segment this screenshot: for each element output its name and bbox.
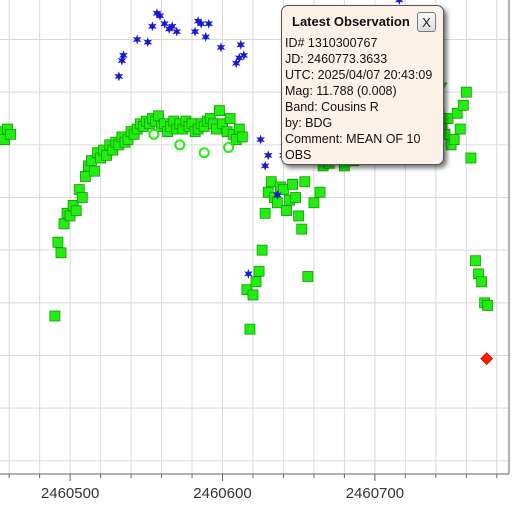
x-tick-label: 2460600: [193, 485, 251, 502]
data-point-star[interactable]: [234, 52, 244, 63]
data-point-square[interactable]: [448, 134, 460, 145]
data-point-square[interactable]: [314, 186, 326, 198]
data-point-star[interactable]: [160, 18, 169, 29]
popup-close-button[interactable]: X: [417, 12, 436, 32]
data-point-square[interactable]: [79, 171, 91, 182]
data-point-square[interactable]: [465, 152, 477, 164]
latest-observation-popup: Latest Observation X ID# 1310300767 JD: …: [281, 5, 444, 165]
data-point-open-circle[interactable]: [174, 139, 186, 151]
data-point-square[interactable]: [58, 218, 70, 230]
data-point-star[interactable]: [236, 39, 246, 50]
data-point-square[interactable]: [457, 99, 469, 111]
data-point-square[interactable]: [308, 197, 320, 209]
data-point-star[interactable]: [148, 21, 157, 32]
data-point-square[interactable]: [299, 176, 311, 188]
data-point-square[interactable]: [214, 105, 225, 116]
x-axis: 2460500 2460600 2460700: [0, 0, 510, 502]
data-point-star[interactable]: [172, 26, 182, 37]
data-point-square[interactable]: [290, 192, 302, 203]
data-point-star[interactable]: [117, 55, 127, 66]
data-point-open-circle[interactable]: [223, 141, 235, 153]
data-point-star[interactable]: [152, 8, 162, 19]
data-point-square[interactable]: [287, 178, 298, 190]
data-point-open-circle[interactable]: [148, 128, 160, 140]
data-point-square[interactable]: [451, 107, 463, 119]
data-point-square[interactable]: [259, 207, 271, 219]
popup-utc: UTC: 2025/04/07 20:43:09: [285, 68, 433, 82]
data-point-star[interactable]: [132, 34, 142, 45]
data-point-square[interactable]: [52, 236, 64, 248]
data-point-star[interactable]: [196, 18, 206, 29]
data-point-star[interactable]: [204, 18, 214, 29]
data-point-star[interactable]: [394, 0, 404, 5]
x-tick-label: 2460700: [346, 485, 404, 502]
data-point-square[interactable]: [454, 123, 466, 135]
popup-band: Band: Cousins R: [285, 100, 379, 114]
data-point-square[interactable]: [442, 113, 454, 124]
data-point-square[interactable]: [256, 244, 268, 256]
data-point-square[interactable]: [89, 165, 100, 177]
data-point-square[interactable]: [296, 223, 308, 235]
data-point-star[interactable]: [190, 26, 200, 37]
x-tick-label: 2460500: [41, 485, 99, 502]
popup-observer: by: BDG: [285, 116, 333, 130]
data-point-square[interactable]: [476, 276, 487, 288]
data-point-star[interactable]: [119, 50, 128, 61]
data-point-star[interactable]: [201, 31, 211, 42]
data-point-square[interactable]: [70, 205, 82, 217]
data-point-star[interactable]: [260, 160, 270, 171]
data-point-star[interactable]: [263, 150, 273, 161]
data-point-star[interactable]: [239, 50, 249, 61]
data-point-square[interactable]: [265, 176, 277, 188]
data-point-square[interactable]: [153, 110, 164, 122]
data-point-star[interactable]: [273, 189, 282, 200]
popup-jd: JD: 2460773.3633: [285, 52, 388, 66]
data-point-star[interactable]: [193, 16, 203, 27]
data-point-star[interactable]: [114, 71, 124, 82]
data-point-square[interactable]: [244, 323, 256, 335]
data-point-star[interactable]: [216, 42, 226, 53]
data-point-square[interactable]: [236, 131, 248, 143]
data-point-square[interactable]: [482, 300, 494, 311]
data-point-square[interactable]: [5, 128, 17, 140]
data-point-square[interactable]: [76, 192, 88, 203]
data-point-star[interactable]: [231, 58, 241, 69]
popup-title: Latest Observation: [292, 14, 410, 29]
data-point-square[interactable]: [302, 271, 314, 282]
data-point-star[interactable]: [244, 268, 253, 279]
data-point-star[interactable]: [256, 134, 265, 145]
popup-mag: Mag: 11.788 (0.008): [285, 84, 397, 98]
data-point-star[interactable]: [164, 24, 174, 34]
data-point-square[interactable]: [49, 310, 61, 322]
data-point-star[interactable]: [155, 10, 165, 21]
data-point-square[interactable]: [253, 265, 265, 277]
data-point-square[interactable]: [224, 113, 236, 124]
data-point-square[interactable]: [250, 276, 262, 288]
data-point-open-circle[interactable]: [198, 147, 210, 159]
data-point-square[interactable]: [293, 210, 305, 222]
data-point-square[interactable]: [55, 247, 67, 259]
latest-observation-marker[interactable]: [480, 352, 494, 366]
data-point-star[interactable]: [167, 21, 177, 32]
data-point-square[interactable]: [460, 86, 472, 98]
data-point-star[interactable]: [143, 37, 153, 48]
popup-comment: Comment: MEAN OF 10 OBS: [285, 132, 421, 162]
data-point-square[interactable]: [281, 205, 292, 217]
data-point-square[interactable]: [247, 289, 259, 301]
popup-id: ID# 1310300767: [285, 36, 378, 50]
data-point-square[interactable]: [470, 255, 481, 267]
